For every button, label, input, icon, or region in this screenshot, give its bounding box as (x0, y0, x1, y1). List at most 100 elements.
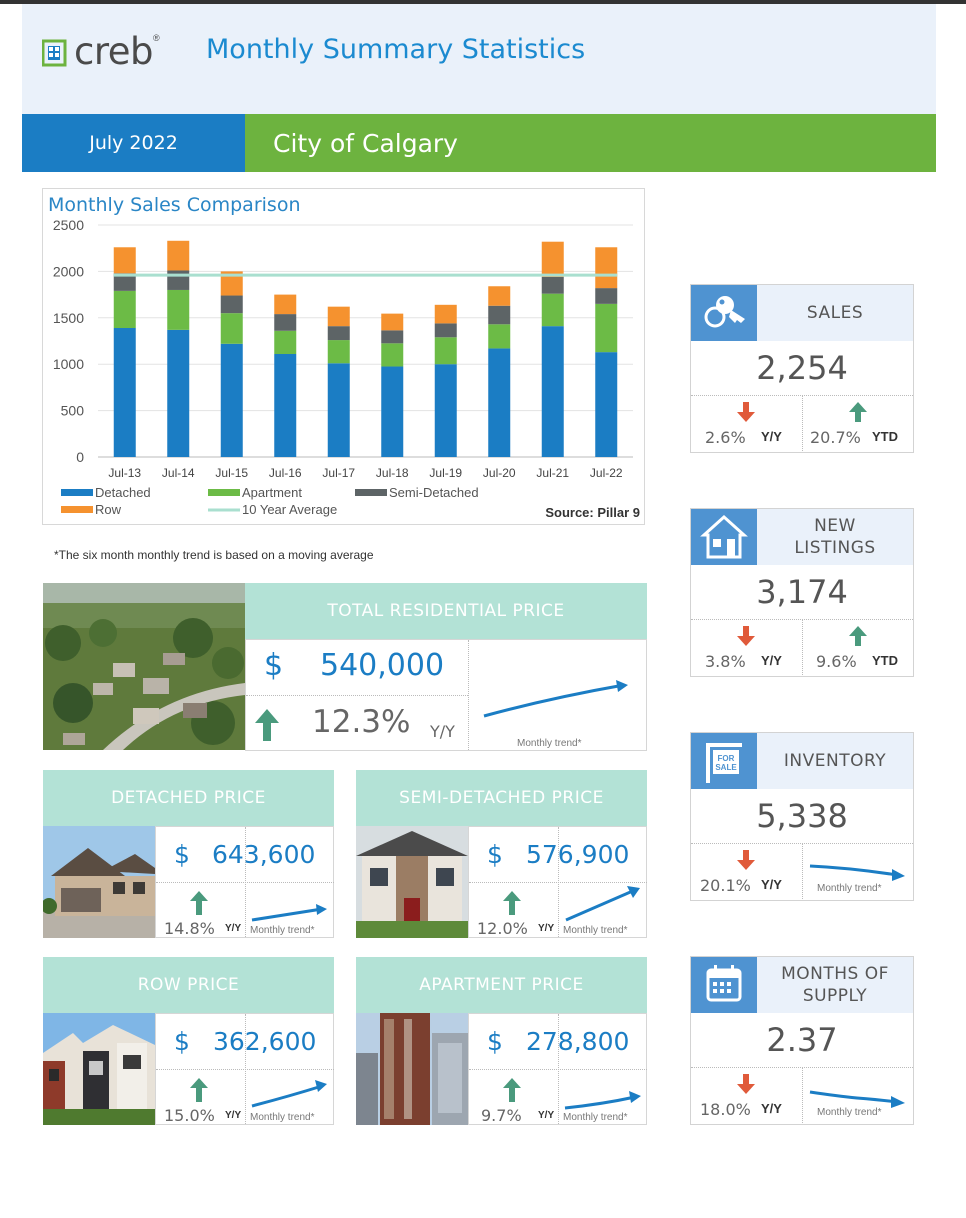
months-supply-value: 2.37 (766, 1021, 838, 1059)
down-arrow-icon (737, 626, 755, 646)
total-trend-line (483, 680, 628, 718)
down-arrow-icon (737, 850, 755, 870)
bar-segment-detached (274, 353, 297, 457)
inventory-yy-tag: Y/Y (761, 877, 782, 892)
apartment-building-photo (356, 1013, 468, 1125)
bar-segment-semi-detached (595, 288, 618, 304)
trend-footnote: *The six month monthly trend is based on… (54, 548, 374, 562)
sales-yy-tag: Y/Y (761, 429, 782, 444)
months-supply-label-line1: MONTHS OF (781, 964, 889, 984)
inventory-stat-card: FOR SALE INVENTORY 5,338 20.1% Y/Y Month… (690, 732, 914, 901)
row-pct-change: 15.0% (164, 1106, 215, 1125)
bar-segment-detached (167, 329, 190, 457)
up-arrow-icon (503, 1078, 521, 1102)
apartment-trend-line (564, 1091, 641, 1110)
bar-segment-row (167, 240, 190, 271)
up-arrow-icon (190, 1078, 208, 1102)
top-border (0, 0, 966, 4)
bar-segment-apartment (327, 340, 350, 364)
bar-segment-row (434, 304, 457, 324)
inventory-value: 5,338 (756, 797, 848, 835)
x-tick-label: Jul-13 (108, 466, 141, 480)
new-listings-ytd-tag: YTD (872, 653, 898, 668)
region-banner: City of Calgary (245, 114, 936, 172)
legend-label: Row (95, 502, 122, 517)
sales-comparison-chart: 0 500 1000 1500 2000 2500 Jul-13 Jul-14 Jul-15 Ju… (42, 188, 645, 525)
row-trend-line (251, 1080, 327, 1108)
row-trend-label: Monthly trend* (250, 1112, 315, 1123)
bar-segment-semi-detached (434, 323, 457, 338)
apartment-price-value: 278,800 (526, 1027, 630, 1056)
total-price-header: TOTAL RESIDENTIAL PRICE (245, 583, 647, 639)
row-price-value: 362,600 (213, 1027, 317, 1056)
semi-trend-label: Monthly trend* (563, 925, 628, 936)
bar-segment-detached (488, 348, 511, 457)
total-price-value: 540,000 (320, 648, 445, 683)
detached-trend-line (251, 904, 327, 922)
logo-registered-mark: ® (153, 32, 160, 43)
up-arrow-icon (849, 402, 867, 422)
month-banner: July 2022 (22, 114, 245, 172)
legend-swatch (61, 506, 93, 513)
divider (802, 620, 803, 675)
x-tick-label: Jul-17 (322, 466, 355, 480)
detached-pct-change: 14.8% (164, 919, 215, 938)
months-supply-stat-card: MONTHS OF SUPPLY 2.37 18.0% Y/Y Monthly … (690, 956, 914, 1125)
x-tick-label: Jul-14 (162, 466, 195, 480)
row-price-header: ROW PRICE (43, 957, 334, 1013)
bar-segment-detached (381, 366, 404, 457)
row-house-photo (43, 1013, 155, 1125)
legend-label: Apartment (242, 485, 302, 500)
sales-yy-pct: 2.6% (705, 428, 746, 447)
bar-segment-row (113, 247, 136, 274)
total-yy-label: Y/Y (430, 722, 455, 741)
inventory-change-row: 20.1% Y/Y Monthly trend* (691, 843, 913, 900)
down-arrow-icon (737, 1074, 755, 1094)
detached-trend-label: Monthly trend* (250, 925, 315, 936)
bar-segment-apartment (595, 303, 618, 353)
total-trend-label: Monthly trend* (517, 738, 582, 749)
keys-icon (691, 285, 757, 341)
bar-segment-row (327, 306, 350, 327)
divider (246, 695, 468, 696)
divider (469, 1069, 647, 1070)
months-supply-change-row: 18.0% Y/Y Monthly trend* (691, 1067, 913, 1124)
apartment-currency: $ (487, 1027, 503, 1056)
aerial-neighbourhood-photo (43, 583, 245, 750)
apartment-price-header: APARTMENT PRICE (356, 957, 647, 1013)
months-supply-yy-pct: 18.0% (700, 1100, 751, 1119)
calendar-icon (691, 957, 757, 1013)
apartment-trend-label: Monthly trend* (563, 1112, 628, 1123)
divider (802, 1068, 803, 1123)
bar-segment-detached (541, 326, 564, 457)
new-listings-change-row: 3.8% Y/Y 9.6% YTD (691, 619, 913, 676)
bar-segment-apartment (274, 330, 297, 354)
logo-text: creb (74, 30, 154, 73)
total-pct-change: 12.3% (312, 704, 411, 740)
bar-segment-semi-detached (541, 276, 564, 294)
new-listings-label: NEW LISTINGS (757, 509, 913, 565)
inventory-trend-line (809, 864, 905, 881)
page-title: Monthly Summary Statistics (206, 34, 586, 65)
down-arrow-icon (737, 402, 755, 422)
creb-logo-icon (42, 39, 67, 66)
bar-segment-row (220, 271, 243, 296)
new-listings-yy-pct: 3.8% (705, 652, 746, 671)
y-tick-label: 1000 (53, 356, 84, 372)
months-supply-trend-line (809, 1090, 905, 1108)
new-listings-stat-card: NEW LISTINGS 3,174 3.8% Y/Y 9.6% YTD (690, 508, 914, 677)
inventory-yy-pct: 20.1% (700, 876, 751, 895)
sales-change-row: 2.6% Y/Y 20.7% YTD (691, 395, 913, 452)
sales-ytd-pct: 20.7% (810, 428, 861, 447)
divider (156, 1069, 334, 1070)
detached-yy-label: Y/Y (225, 923, 242, 934)
creb-logo: creb ® (42, 30, 160, 73)
detached-house-photo (43, 826, 155, 938)
x-tick-label: Jul-18 (376, 466, 409, 480)
new-listings-value: 3,174 (756, 573, 848, 611)
sales-stat-card: SALES 2,254 2.6% Y/Y 20.7% YTD (690, 284, 914, 453)
detached-currency: $ (174, 840, 190, 869)
x-tick-label: Jul-15 (215, 466, 248, 480)
divider (468, 640, 469, 750)
apartment-pct-change: 9.7% (481, 1106, 522, 1125)
